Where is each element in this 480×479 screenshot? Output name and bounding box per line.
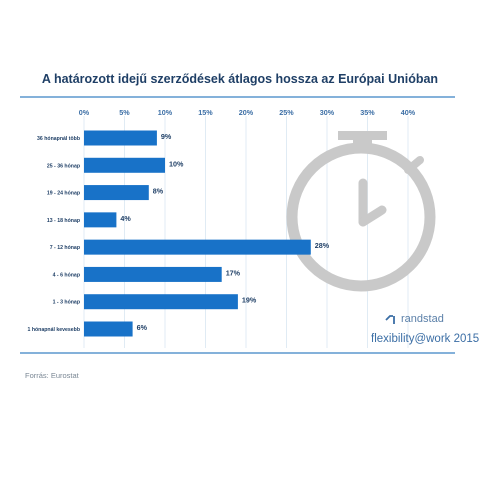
x-tick-label: 0% bbox=[79, 108, 90, 117]
bar bbox=[84, 239, 311, 255]
category-label: 1 - 3 hónap bbox=[53, 300, 80, 306]
x-tick-label: 10% bbox=[158, 108, 173, 117]
brand-tagline: flexibility@work 2015 bbox=[371, 333, 479, 345]
source-note: Forrás: Eurostat bbox=[25, 371, 80, 380]
bar bbox=[84, 212, 117, 228]
x-tick-label: 35% bbox=[360, 108, 375, 117]
stopwatch-icon bbox=[286, 131, 436, 292]
bar-value-label: 6% bbox=[137, 323, 148, 332]
bar-value-label: 10% bbox=[169, 159, 184, 168]
x-tick-label: 25% bbox=[279, 108, 294, 117]
gridlines bbox=[83, 116, 409, 348]
category-label: 19 - 24 hónap bbox=[47, 191, 80, 197]
category-label: 25 - 36 hónap bbox=[47, 163, 80, 169]
x-tick-label: 30% bbox=[320, 108, 335, 117]
x-tick-label: 20% bbox=[239, 108, 254, 117]
x-tick-label: 40% bbox=[401, 108, 416, 117]
bar bbox=[84, 185, 149, 201]
bar bbox=[84, 130, 157, 146]
brand-logo: randstad flexibility@work 2015 bbox=[371, 313, 479, 345]
brand-name: randstad bbox=[401, 313, 444, 325]
bars: 36 hónapnál több 9% 25 - 36 hónap 10% 19 - 2… bbox=[28, 130, 330, 337]
bar-value-label: 8% bbox=[153, 187, 164, 196]
category-label: 36 hónapnál több bbox=[37, 136, 80, 142]
category-label: 13 - 18 hónap bbox=[47, 218, 80, 224]
bar-value-label: 28% bbox=[315, 241, 330, 250]
bar bbox=[84, 321, 133, 337]
x-tick-label: 5% bbox=[119, 108, 130, 117]
bar bbox=[84, 157, 165, 173]
bar-value-label: 4% bbox=[120, 214, 131, 223]
bar-value-label: 9% bbox=[161, 132, 172, 141]
category-label: 7 - 12 hónap bbox=[50, 245, 80, 251]
randstad-logo-icon bbox=[385, 315, 395, 324]
bar bbox=[84, 266, 222, 282]
x-tick-label: 15% bbox=[198, 108, 213, 117]
bar-value-label: 17% bbox=[226, 268, 241, 277]
bar bbox=[84, 294, 238, 310]
category-label: 1 hónapnál kevesebb bbox=[28, 327, 80, 333]
x-axis-ticks: 0% 5% 10% 15% 20% 25% 30% 35% 40% bbox=[79, 108, 416, 117]
bar-value-label: 19% bbox=[242, 296, 257, 305]
category-label: 4 - 6 hónap bbox=[53, 272, 80, 278]
chart-title: A határozott idejű szerződések átlagos h… bbox=[42, 72, 438, 86]
